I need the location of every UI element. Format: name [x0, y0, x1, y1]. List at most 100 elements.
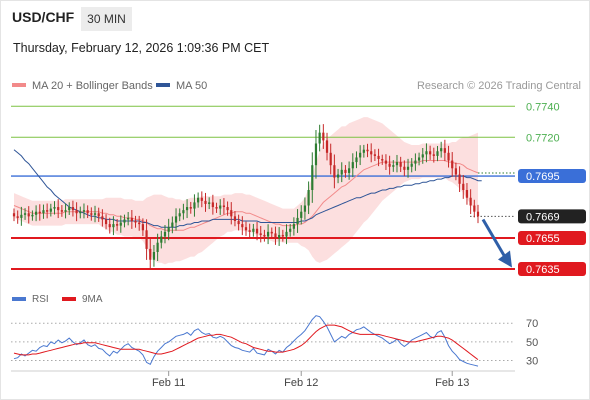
candle-body	[197, 197, 200, 203]
level-label-1: 0.7720	[526, 132, 560, 144]
candle-body	[473, 205, 476, 212]
candle	[119, 215, 122, 233]
candle-body	[134, 221, 137, 223]
candle-body	[16, 216, 19, 218]
candle-body	[141, 224, 144, 231]
rsi-legend-label-1: 9MA	[82, 294, 103, 305]
candle	[108, 217, 111, 234]
candle	[46, 203, 49, 219]
candle	[64, 203, 67, 219]
candle	[42, 204, 45, 219]
candle	[160, 230, 163, 249]
forecast-arrow-head	[498, 250, 512, 268]
candle	[348, 161, 351, 180]
candle	[185, 199, 189, 219]
candle-body	[185, 207, 189, 211]
timeframe-button[interactable]: 30 MIN	[81, 7, 132, 31]
candle-body	[86, 210, 89, 214]
candle	[90, 207, 93, 221]
candle	[451, 152, 454, 177]
candle	[454, 162, 458, 181]
candle-body	[263, 234, 266, 237]
candle	[23, 208, 27, 220]
candle	[16, 210, 19, 224]
candle	[351, 153, 354, 178]
candle	[296, 209, 299, 233]
candle-body	[355, 157, 358, 163]
candle-body	[93, 213, 97, 215]
candle	[263, 229, 266, 242]
candle	[278, 227, 281, 246]
candle-body	[163, 231, 167, 237]
candle-body	[399, 162, 402, 167]
candle	[414, 153, 417, 171]
candle	[219, 199, 222, 215]
candle	[373, 149, 376, 162]
candle	[336, 168, 340, 184]
candle-body	[406, 166, 410, 170]
level-box-4	[518, 231, 586, 246]
candle	[49, 203, 52, 217]
candle	[167, 218, 170, 241]
candle	[421, 147, 424, 164]
candle	[189, 201, 192, 214]
candle	[377, 148, 380, 167]
candle	[127, 212, 130, 226]
candle-body	[219, 205, 222, 209]
candle-body	[451, 160, 454, 169]
candle-body	[255, 228, 259, 234]
candle	[208, 197, 211, 210]
candle-body	[266, 231, 270, 237]
candle	[197, 192, 200, 208]
candle	[178, 208, 181, 222]
rsi-ma-line	[13, 324, 479, 360]
candle	[469, 189, 472, 215]
candle-body	[351, 162, 354, 169]
level-box-2	[518, 169, 586, 184]
candle-body	[281, 234, 284, 237]
candle-body	[71, 207, 75, 211]
candle	[314, 130, 318, 179]
rsi-line	[13, 315, 479, 367]
candle	[79, 206, 82, 219]
candle-body	[31, 214, 34, 217]
candle	[241, 216, 244, 236]
candle	[82, 203, 86, 219]
candle-body	[200, 197, 203, 201]
candle-body	[193, 202, 196, 209]
candle-body	[215, 207, 218, 209]
candle	[362, 144, 365, 158]
candle-body	[318, 132, 321, 144]
candle	[462, 174, 465, 199]
candle	[381, 154, 384, 165]
candle	[38, 204, 41, 221]
legend-label-0: MA 20 + Bollinger Bands	[32, 80, 153, 92]
candle	[333, 154, 336, 189]
candle	[174, 208, 178, 231]
candle-body	[53, 207, 56, 209]
rsi-level-label-2: 30	[526, 356, 538, 368]
candle	[255, 221, 259, 241]
candle-body	[381, 159, 384, 161]
candle	[355, 151, 358, 169]
candle-body	[476, 211, 480, 217]
candle-body	[244, 227, 248, 231]
candle-body	[222, 205, 226, 208]
candle	[359, 145, 362, 166]
candle-body	[127, 217, 130, 220]
candle-body	[64, 210, 67, 212]
candle	[130, 209, 133, 229]
candle-body	[248, 230, 251, 232]
candle-body	[303, 205, 307, 212]
candle	[104, 214, 108, 230]
candle-body	[97, 213, 100, 217]
candle-body	[34, 211, 38, 215]
candle	[465, 183, 469, 205]
candle	[237, 214, 240, 231]
candle-body	[289, 228, 292, 232]
candle-body	[119, 222, 122, 226]
candle-body	[138, 222, 141, 225]
candle-body	[226, 207, 229, 211]
level-box-5	[518, 262, 586, 277]
